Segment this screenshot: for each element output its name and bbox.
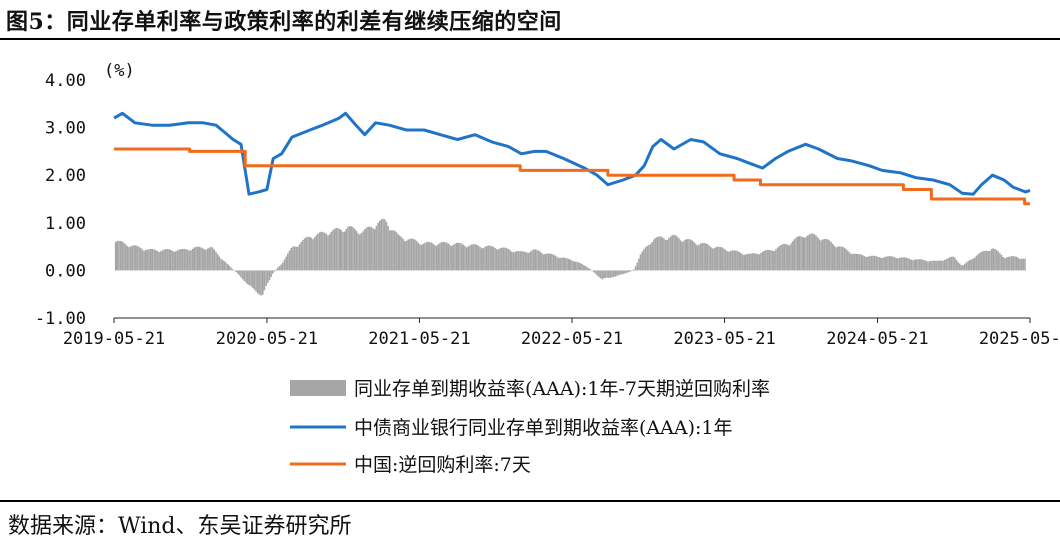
y-tick-label: 4.00 xyxy=(45,71,86,91)
x-tick-label: 2021-05-21 xyxy=(368,329,470,349)
legend-swatch-spread xyxy=(290,380,346,396)
series-lines xyxy=(113,111,1031,206)
x-tick-label: 2020-05-21 xyxy=(216,329,318,349)
y-tick-label: 1.00 xyxy=(45,214,86,234)
y-tick-label: 2.00 xyxy=(45,166,86,186)
y-tick-label: -1.00 xyxy=(35,309,86,329)
x-tick-label: 2023-05-21 xyxy=(673,329,775,349)
legend-label: 中国:逆回购利率:7天 xyxy=(354,454,531,476)
y-tick-label: 0.00 xyxy=(45,261,86,281)
legend: 同业存单到期收益率(AAA):1年-7天期逆回购利率中债商业银行同业存单到期收益… xyxy=(290,378,770,476)
x-tick-label: 2019-05-21 xyxy=(63,329,165,349)
figure-title: 图5：同业存单利率与政策利率的利差有继续压缩的空间 xyxy=(6,9,562,35)
ncd-yield-line xyxy=(113,111,1031,196)
spread-bars xyxy=(114,218,1026,296)
bottom-rule xyxy=(0,500,1060,502)
legend-label: 中债商业银行同业存单到期收益率(AAA):1年 xyxy=(354,417,732,439)
x-tick-label: 2025-05-21 xyxy=(979,329,1060,349)
x-tick-label: 2022-05-21 xyxy=(521,329,623,349)
legend-label: 同业存单到期收益率(AAA):1年-7天期逆回购利率 xyxy=(354,378,770,400)
x-tick-label: 2024-05-21 xyxy=(826,329,928,349)
reverse-repo-line xyxy=(114,147,1030,206)
y-tick-label: 3.00 xyxy=(45,119,86,139)
source-note: 数据来源：Wind、东吴证券研究所 xyxy=(8,514,352,539)
unit-label: (%) xyxy=(104,61,135,81)
top-rule xyxy=(0,38,1060,40)
